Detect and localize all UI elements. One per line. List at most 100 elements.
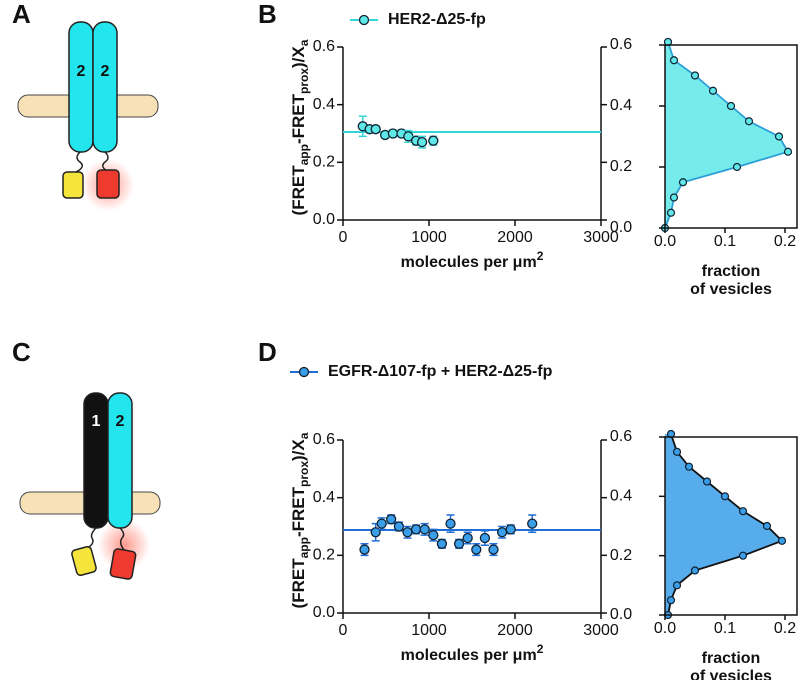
point — [744, 117, 754, 126]
y-tick-label: 0.2 — [610, 158, 632, 175]
point — [479, 532, 491, 544]
point — [726, 101, 736, 111]
point — [359, 544, 370, 555]
x-tick-label: 1000 — [411, 622, 447, 639]
point — [436, 538, 448, 549]
diagram-label: 1 — [92, 413, 101, 430]
diagram-label: 2 — [116, 413, 125, 430]
y-tick-label: 0.2 — [313, 154, 335, 171]
y-tick-label: 0.2 — [610, 547, 632, 564]
legend-marker — [298, 366, 310, 378]
diagram-c: 1 2 — [19, 392, 161, 580]
diagram-label: 2 — [77, 63, 86, 80]
point — [453, 538, 465, 549]
x-axis-label: fraction — [702, 650, 761, 667]
x-tick-label: 1000 — [411, 229, 447, 246]
y-axis-label-part: )/X — [289, 46, 308, 68]
y-tick-label: 0.0 — [313, 604, 335, 621]
y-tick-label: 0.4 — [610, 488, 632, 505]
point — [720, 492, 730, 501]
y-axis-label-part: a — [297, 432, 311, 439]
point — [672, 581, 682, 590]
y-axis-label-part: (FRET — [289, 165, 308, 216]
x-tick-label: 0 — [339, 622, 348, 639]
x-axis-label-part: molecules per μm — [401, 254, 537, 271]
x-tick-label: 2000 — [497, 622, 533, 639]
legend-marker — [358, 14, 370, 26]
x-tick-label: 0.1 — [714, 233, 736, 250]
y-axis-label-part: -FRET — [289, 93, 308, 144]
point — [774, 132, 784, 141]
y-tick-label: 0.0 — [313, 211, 335, 228]
point — [416, 136, 428, 148]
point — [393, 521, 405, 532]
y-tick-label: 0.4 — [313, 489, 335, 506]
y-axis-label-part: prox — [297, 68, 311, 94]
point — [684, 462, 694, 471]
panel-letter: D — [258, 337, 277, 367]
panel-letter: B — [258, 0, 277, 29]
x-tick-label: 3000 — [583, 229, 619, 246]
y-tick-label: 0.0 — [610, 606, 632, 623]
x-axis-label-part: molecules per μm — [401, 647, 537, 664]
y-tick-label: 0.6 — [313, 431, 335, 448]
point — [666, 596, 676, 605]
point — [386, 514, 397, 525]
point — [762, 521, 772, 531]
point — [690, 71, 700, 80]
point — [666, 208, 676, 217]
x-tick-label: 0.1 — [714, 620, 736, 637]
point — [702, 477, 712, 486]
x-tick-label: 3000 — [583, 622, 619, 639]
legend-label: EGFR-Δ107-fp + HER2-Δ25-fp — [328, 363, 553, 380]
point — [462, 532, 473, 544]
point — [428, 135, 439, 146]
x-axis-label: molecules per μm2 — [401, 642, 544, 664]
x-axis-label: molecules per μm2 — [401, 249, 544, 271]
point — [376, 518, 387, 529]
y-axis-label-part: (FRET — [289, 558, 308, 609]
y-axis-label-part: -FRET — [289, 486, 308, 537]
point — [783, 147, 793, 156]
x-tick-label: 0.2 — [774, 233, 796, 250]
plot-frame — [664, 436, 798, 616]
point — [428, 530, 439, 541]
point — [471, 544, 482, 555]
point — [410, 524, 422, 535]
point — [738, 507, 748, 516]
point — [505, 524, 516, 535]
point — [669, 193, 679, 202]
point — [527, 518, 538, 529]
y-axis-label: (FRETapp-FRETprox)/Xa — [289, 39, 311, 215]
point — [419, 524, 430, 535]
y-axis-label-part: prox — [297, 461, 311, 487]
point — [672, 447, 682, 456]
x-tick-label: 0.2 — [774, 620, 796, 637]
y-tick-label: 0.4 — [610, 97, 632, 114]
point — [690, 566, 700, 575]
x-axis-label: of vesicles — [690, 668, 772, 680]
plot-frame — [664, 44, 798, 229]
panel-letter: C — [12, 337, 31, 367]
point — [387, 128, 399, 139]
y-axis-label-part: a — [297, 39, 311, 46]
y-tick-label: 0.6 — [610, 36, 632, 53]
x-axis-label: fraction — [702, 263, 761, 280]
area — [665, 41, 788, 229]
x-axis-label-part: 2 — [537, 642, 544, 656]
y-tick-label: 0.0 — [610, 219, 632, 236]
x-axis-label-part: 2 — [537, 249, 544, 263]
y-axis-label: (FRETapp-FRETprox)/Xa — [289, 432, 311, 608]
y-tick-label: 0.2 — [313, 547, 335, 564]
point — [402, 527, 413, 538]
point — [445, 518, 456, 529]
point — [777, 536, 787, 545]
y-axis-label-part: )/X — [289, 439, 308, 461]
legend-label: HER2-Δ25-fp — [388, 11, 486, 28]
point — [496, 527, 508, 538]
point — [488, 544, 499, 555]
point — [732, 162, 742, 172]
point — [708, 86, 718, 95]
y-axis-label-part: app — [297, 144, 311, 165]
